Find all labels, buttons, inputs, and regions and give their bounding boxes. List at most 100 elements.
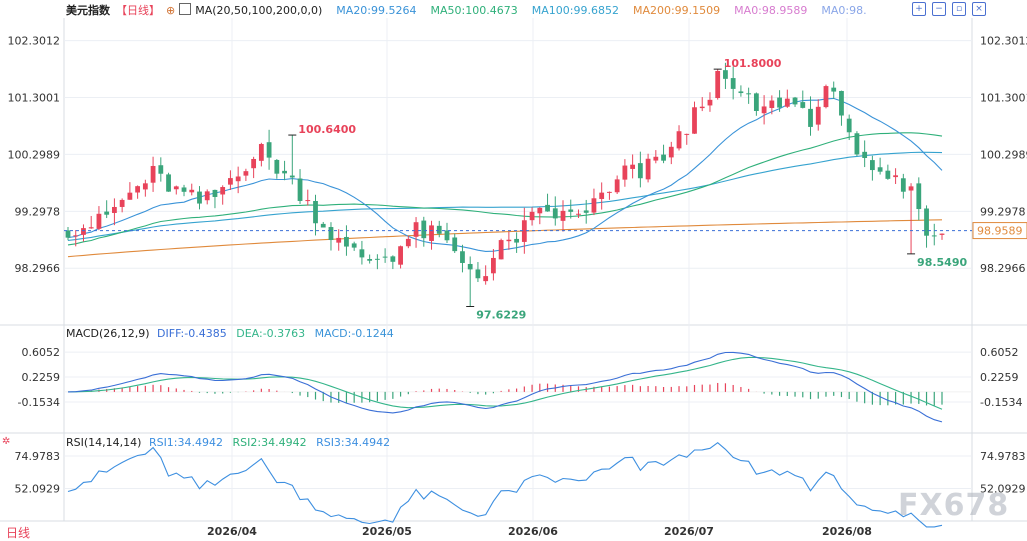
y-tick-label-left: 100.2989: [8, 148, 61, 161]
candle-body: [560, 210, 566, 221]
candle-body: [142, 183, 148, 190]
candle-body: [158, 165, 164, 174]
candle-body: [723, 70, 728, 79]
y-tick-label-left: 101.3001: [8, 92, 61, 105]
candle-body: [88, 227, 94, 229]
candle-body: [815, 106, 821, 125]
candle-body: [885, 170, 891, 179]
candle-body: [119, 199, 125, 207]
y-tick-label-left: 99.2978: [15, 205, 61, 218]
candle-body: [738, 91, 744, 94]
rsi-settings-icon[interactable]: ✲: [2, 436, 11, 447]
candle-body: [599, 192, 605, 199]
candle-body: [104, 211, 110, 215]
macd-label: MACD(26,12,9): [66, 327, 150, 340]
candle-body: [212, 189, 218, 197]
y-tick-label-right: 74.9783: [980, 450, 1026, 463]
candle-body: [931, 235, 937, 237]
candle-body: [243, 171, 249, 176]
candle-body: [591, 198, 597, 213]
add-icon[interactable]: +: [912, 2, 926, 16]
candle-body: [320, 223, 326, 228]
candle-body: [630, 164, 636, 169]
candle-body: [877, 167, 883, 172]
restore-icon[interactable]: ▫: [952, 2, 966, 16]
candle-body: [676, 131, 682, 149]
watermark-logo: FX678: [898, 488, 1010, 523]
candle-body: [491, 257, 496, 274]
candle-body: [869, 160, 875, 171]
y-tick-label-left: -0.1534: [18, 396, 60, 409]
candle-body: [576, 213, 581, 215]
x-tick-label: 2026/04: [207, 525, 257, 538]
rsi-header: RSI(14,14,14) RSI1:34.4942 RSI2:34.4942 …: [66, 436, 390, 449]
ma100-line: [67, 151, 943, 241]
candle-body: [328, 227, 334, 241]
y-tick-label-left: 0.2259: [22, 371, 61, 384]
candle-body: [173, 186, 179, 190]
candle-body: [607, 191, 612, 193]
ma-value-0: MA20:99.5264: [336, 4, 417, 17]
candle-body: [777, 97, 782, 108]
candle-body: [444, 230, 450, 241]
y-tick-label-left: 74.9783: [15, 450, 61, 463]
chart-header: 美元指数 【日线】 ⊕ MA(20,50,100,200,0,0) MA20:99.52…: [0, 2, 879, 18]
extreme-label: 100.6400: [298, 123, 356, 136]
candle-body: [374, 258, 380, 260]
candle-body: [552, 208, 558, 219]
ma-label: MA(20,50,100,200,0,0): [195, 4, 323, 17]
ma-settings-icon[interactable]: [179, 3, 192, 15]
candle-body: [568, 209, 574, 212]
candle-body: [336, 237, 342, 243]
candle-body: [297, 178, 303, 201]
candle-body: [939, 233, 945, 235]
candle-body: [127, 192, 133, 200]
candle-body: [382, 256, 388, 258]
candle-body: [189, 189, 195, 193]
candle-body: [228, 178, 233, 185]
candle-body: [344, 236, 349, 247]
y-tick-label-right: 52.0929: [980, 483, 1026, 496]
candle-body: [282, 170, 287, 174]
candle-body: [900, 178, 906, 192]
extreme-label: 97.6229: [476, 308, 526, 321]
x-tick-label: 2026/07: [664, 525, 714, 538]
candle-body: [529, 211, 535, 221]
candle-body: [653, 156, 659, 161]
candle-body: [545, 204, 550, 212]
rsi-label: RSI(14,14,14): [66, 436, 142, 449]
settings-icon[interactable]: ⊕: [166, 4, 176, 17]
candle-body: [916, 183, 922, 210]
candle-body: [220, 187, 226, 195]
y-tick-label-right: 101.3001: [980, 92, 1027, 105]
candle-body: [65, 230, 71, 238]
candle-body: [800, 102, 806, 108]
candle-body: [707, 99, 713, 106]
close-icon[interactable]: ×: [972, 2, 986, 16]
candle-body: [769, 100, 775, 109]
y-tick-label-right: 98.2966: [980, 262, 1026, 275]
candle-body: [204, 191, 210, 201]
y-tick-label-right: 102.3012: [980, 35, 1027, 48]
macd-hist-value: MACD:-0.1244: [314, 327, 394, 340]
minimize-icon[interactable]: −: [932, 2, 946, 16]
candle-body: [661, 154, 666, 161]
ma-value-2: MA100:99.6852: [531, 4, 619, 17]
candle-body: [413, 222, 419, 237]
extreme-label: 101.8000: [724, 57, 782, 70]
candle-body: [537, 207, 543, 214]
period-label[interactable]: 【日线】: [116, 4, 160, 17]
candle-body: [181, 187, 187, 192]
period-footer[interactable]: 日线: [6, 526, 31, 540]
candle-body: [715, 71, 721, 99]
candle-body: [908, 186, 914, 191]
candle-body: [753, 93, 759, 111]
candle-body: [854, 133, 860, 155]
ma200-line: [67, 219, 943, 258]
y-tick-label-right: -0.1534: [980, 396, 1022, 409]
candle-body: [452, 237, 458, 252]
candle-body: [483, 276, 489, 282]
candle-body: [359, 249, 365, 258]
candle-body: [862, 151, 868, 158]
